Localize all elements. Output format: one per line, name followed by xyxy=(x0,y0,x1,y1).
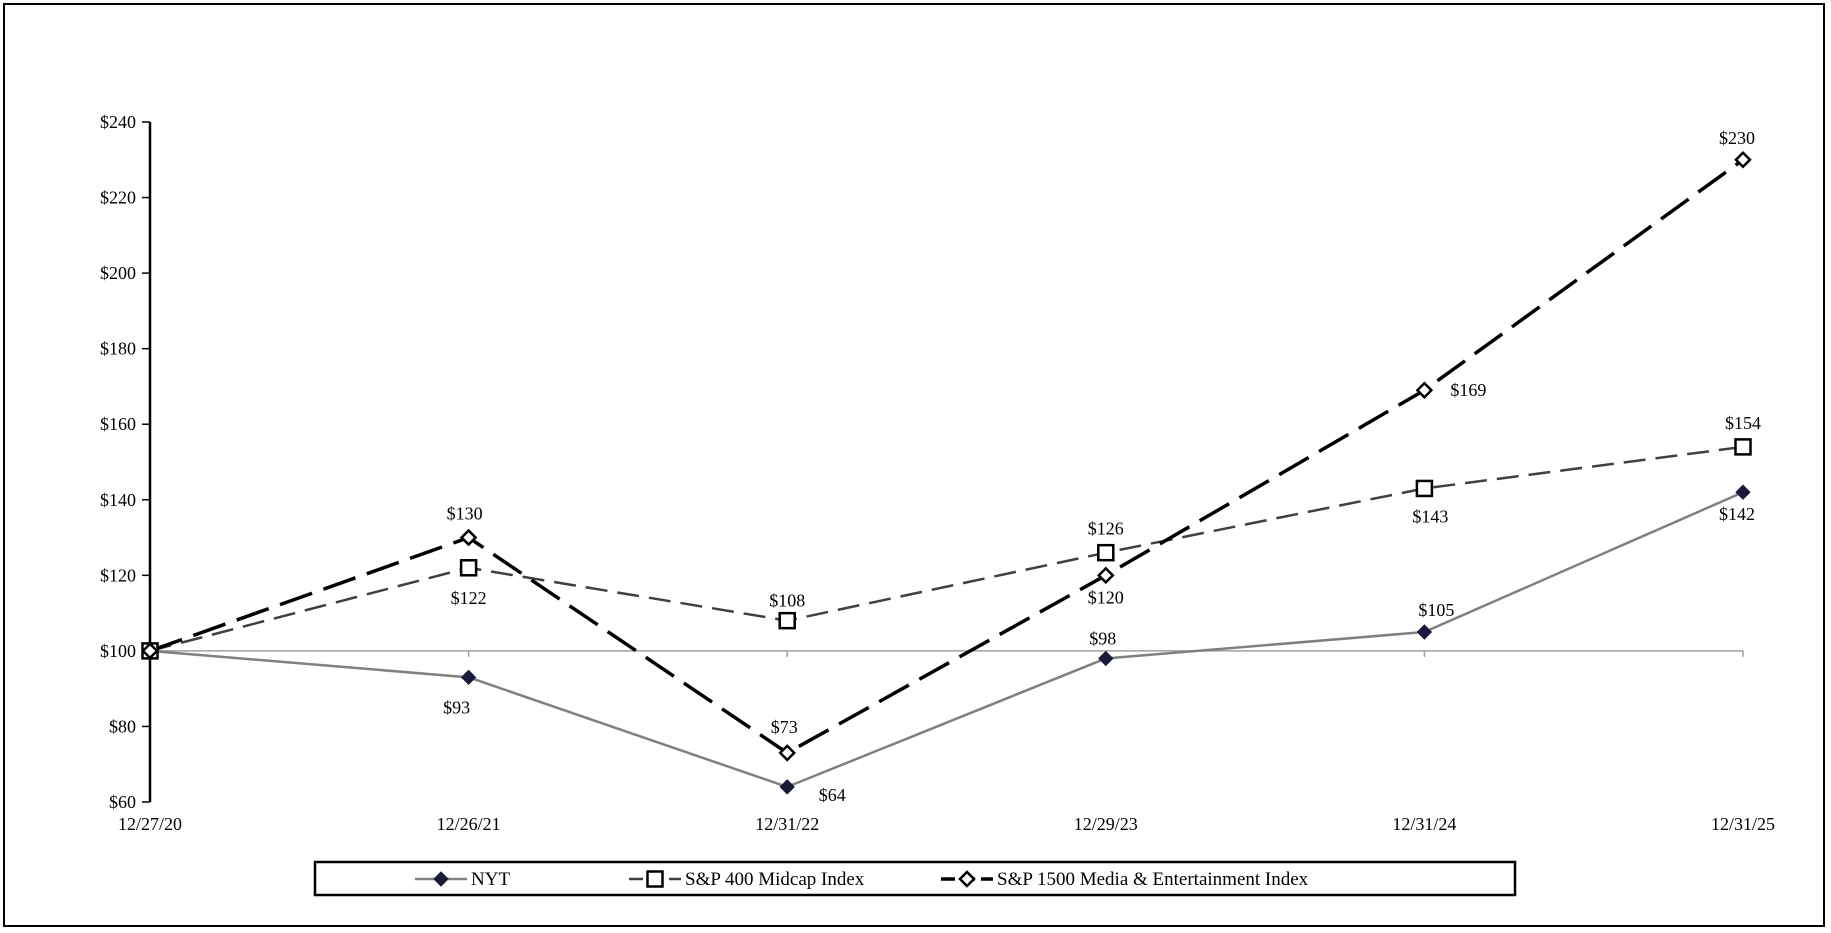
line-chart: $60 $80 $100 $120 $140 $160 $180 $200 $220 $240 12… xyxy=(100,112,1775,897)
series-s-p-400-midcap-index-marker xyxy=(1415,479,1434,498)
data-label: $126 xyxy=(1088,519,1124,539)
data-label: $230 xyxy=(1719,128,1755,148)
x-tick-label: 12/31/25 xyxy=(1711,814,1775,834)
y-tick-label: $160 xyxy=(100,414,136,434)
y-tick-label: $120 xyxy=(100,565,136,585)
y-tick-label: $140 xyxy=(100,490,136,510)
y-tick-label: $240 xyxy=(100,112,136,132)
series-lines xyxy=(149,158,1745,789)
series-markers xyxy=(141,151,1752,795)
data-label: $122 xyxy=(451,588,487,608)
data-label: $142 xyxy=(1719,504,1755,524)
legend-label: S&P 400 Midcap Index xyxy=(685,869,865,890)
series-s-p-1500-media-entertainment-index-marker xyxy=(1734,151,1752,169)
data-label: $93 xyxy=(443,697,470,717)
legend-label: S&P 1500 Media & Entertainment Index xyxy=(997,869,1309,890)
legend-box xyxy=(313,860,1517,897)
series-nyt-marker xyxy=(1735,484,1751,500)
y-tick-label: $200 xyxy=(100,263,136,283)
series-line-s-p-1500-media-entertainment-index xyxy=(149,158,1745,755)
data-label: $120 xyxy=(1088,587,1124,607)
data-label: $108 xyxy=(769,591,805,611)
series-s-p-1500-media-entertainment-index-marker xyxy=(459,528,478,547)
series-nyt-marker xyxy=(1416,624,1433,640)
legend-s-p-400-midcap-index-marker xyxy=(646,870,664,888)
legend-s-p-1500-media-entertainment-index-marker xyxy=(958,870,976,888)
series-line-s-p-400-midcap-index xyxy=(149,445,1744,653)
data-label: $73 xyxy=(771,717,798,737)
data-labels: $93 $64 $98 $105 $142 $122 $108 $126 $143 $154 $13… xyxy=(443,128,1761,805)
series-s-p-400-midcap-index-marker xyxy=(459,559,478,577)
chart-frame: $60 $80 $100 $120 $140 $160 $180 $200 $220 $240 12… xyxy=(3,3,1825,927)
data-label: $105 xyxy=(1418,600,1454,620)
data-label: $98 xyxy=(1089,628,1116,648)
legend-nyt-marker xyxy=(433,871,449,887)
data-label: $143 xyxy=(1412,506,1448,526)
x-tick-label: 12/27/20 xyxy=(118,814,182,834)
x-tick-label: 12/29/23 xyxy=(1074,814,1138,834)
y-tick-label: $80 xyxy=(109,716,136,736)
series-line-nyt xyxy=(149,491,1744,789)
series-nyt-marker xyxy=(460,669,477,686)
data-label: $154 xyxy=(1725,413,1761,433)
series-s-p-400-midcap-index-marker xyxy=(1734,438,1752,456)
series-s-p-1500-media-entertainment-index-marker xyxy=(1415,381,1434,399)
series-s-p-1500-media-entertainment-index-marker xyxy=(1097,566,1115,585)
series-s-p-1500-media-entertainment-index-marker xyxy=(778,744,796,762)
data-label: $130 xyxy=(447,504,483,524)
series-s-p-400-midcap-index-marker xyxy=(778,611,796,630)
y-tick-label: $220 xyxy=(100,188,136,208)
chart-axes: $60 $80 $100 $120 $140 $160 $180 $200 $220 $240 12… xyxy=(100,112,1775,834)
y-tick-label: $100 xyxy=(100,641,136,661)
data-label: $64 xyxy=(819,785,846,805)
legend-label: NYT xyxy=(471,869,510,890)
series-s-p-1500-media-entertainment-index-marker xyxy=(141,642,159,660)
y-tick-label: $60 xyxy=(109,792,136,812)
chart-legend: NYT S&P 400 Midcap Index S&P 1500 Media & … xyxy=(313,860,1517,897)
x-tick-label: 12/31/22 xyxy=(755,814,819,834)
series-nyt-marker xyxy=(1098,650,1114,667)
data-label: $169 xyxy=(1450,380,1486,400)
y-tick-label: $180 xyxy=(100,339,136,359)
series-nyt-marker xyxy=(779,779,795,795)
series-s-p-400-midcap-index-marker xyxy=(1097,543,1115,562)
x-tick-label: 12/31/24 xyxy=(1392,814,1456,834)
x-tick-label: 12/26/21 xyxy=(437,814,501,834)
